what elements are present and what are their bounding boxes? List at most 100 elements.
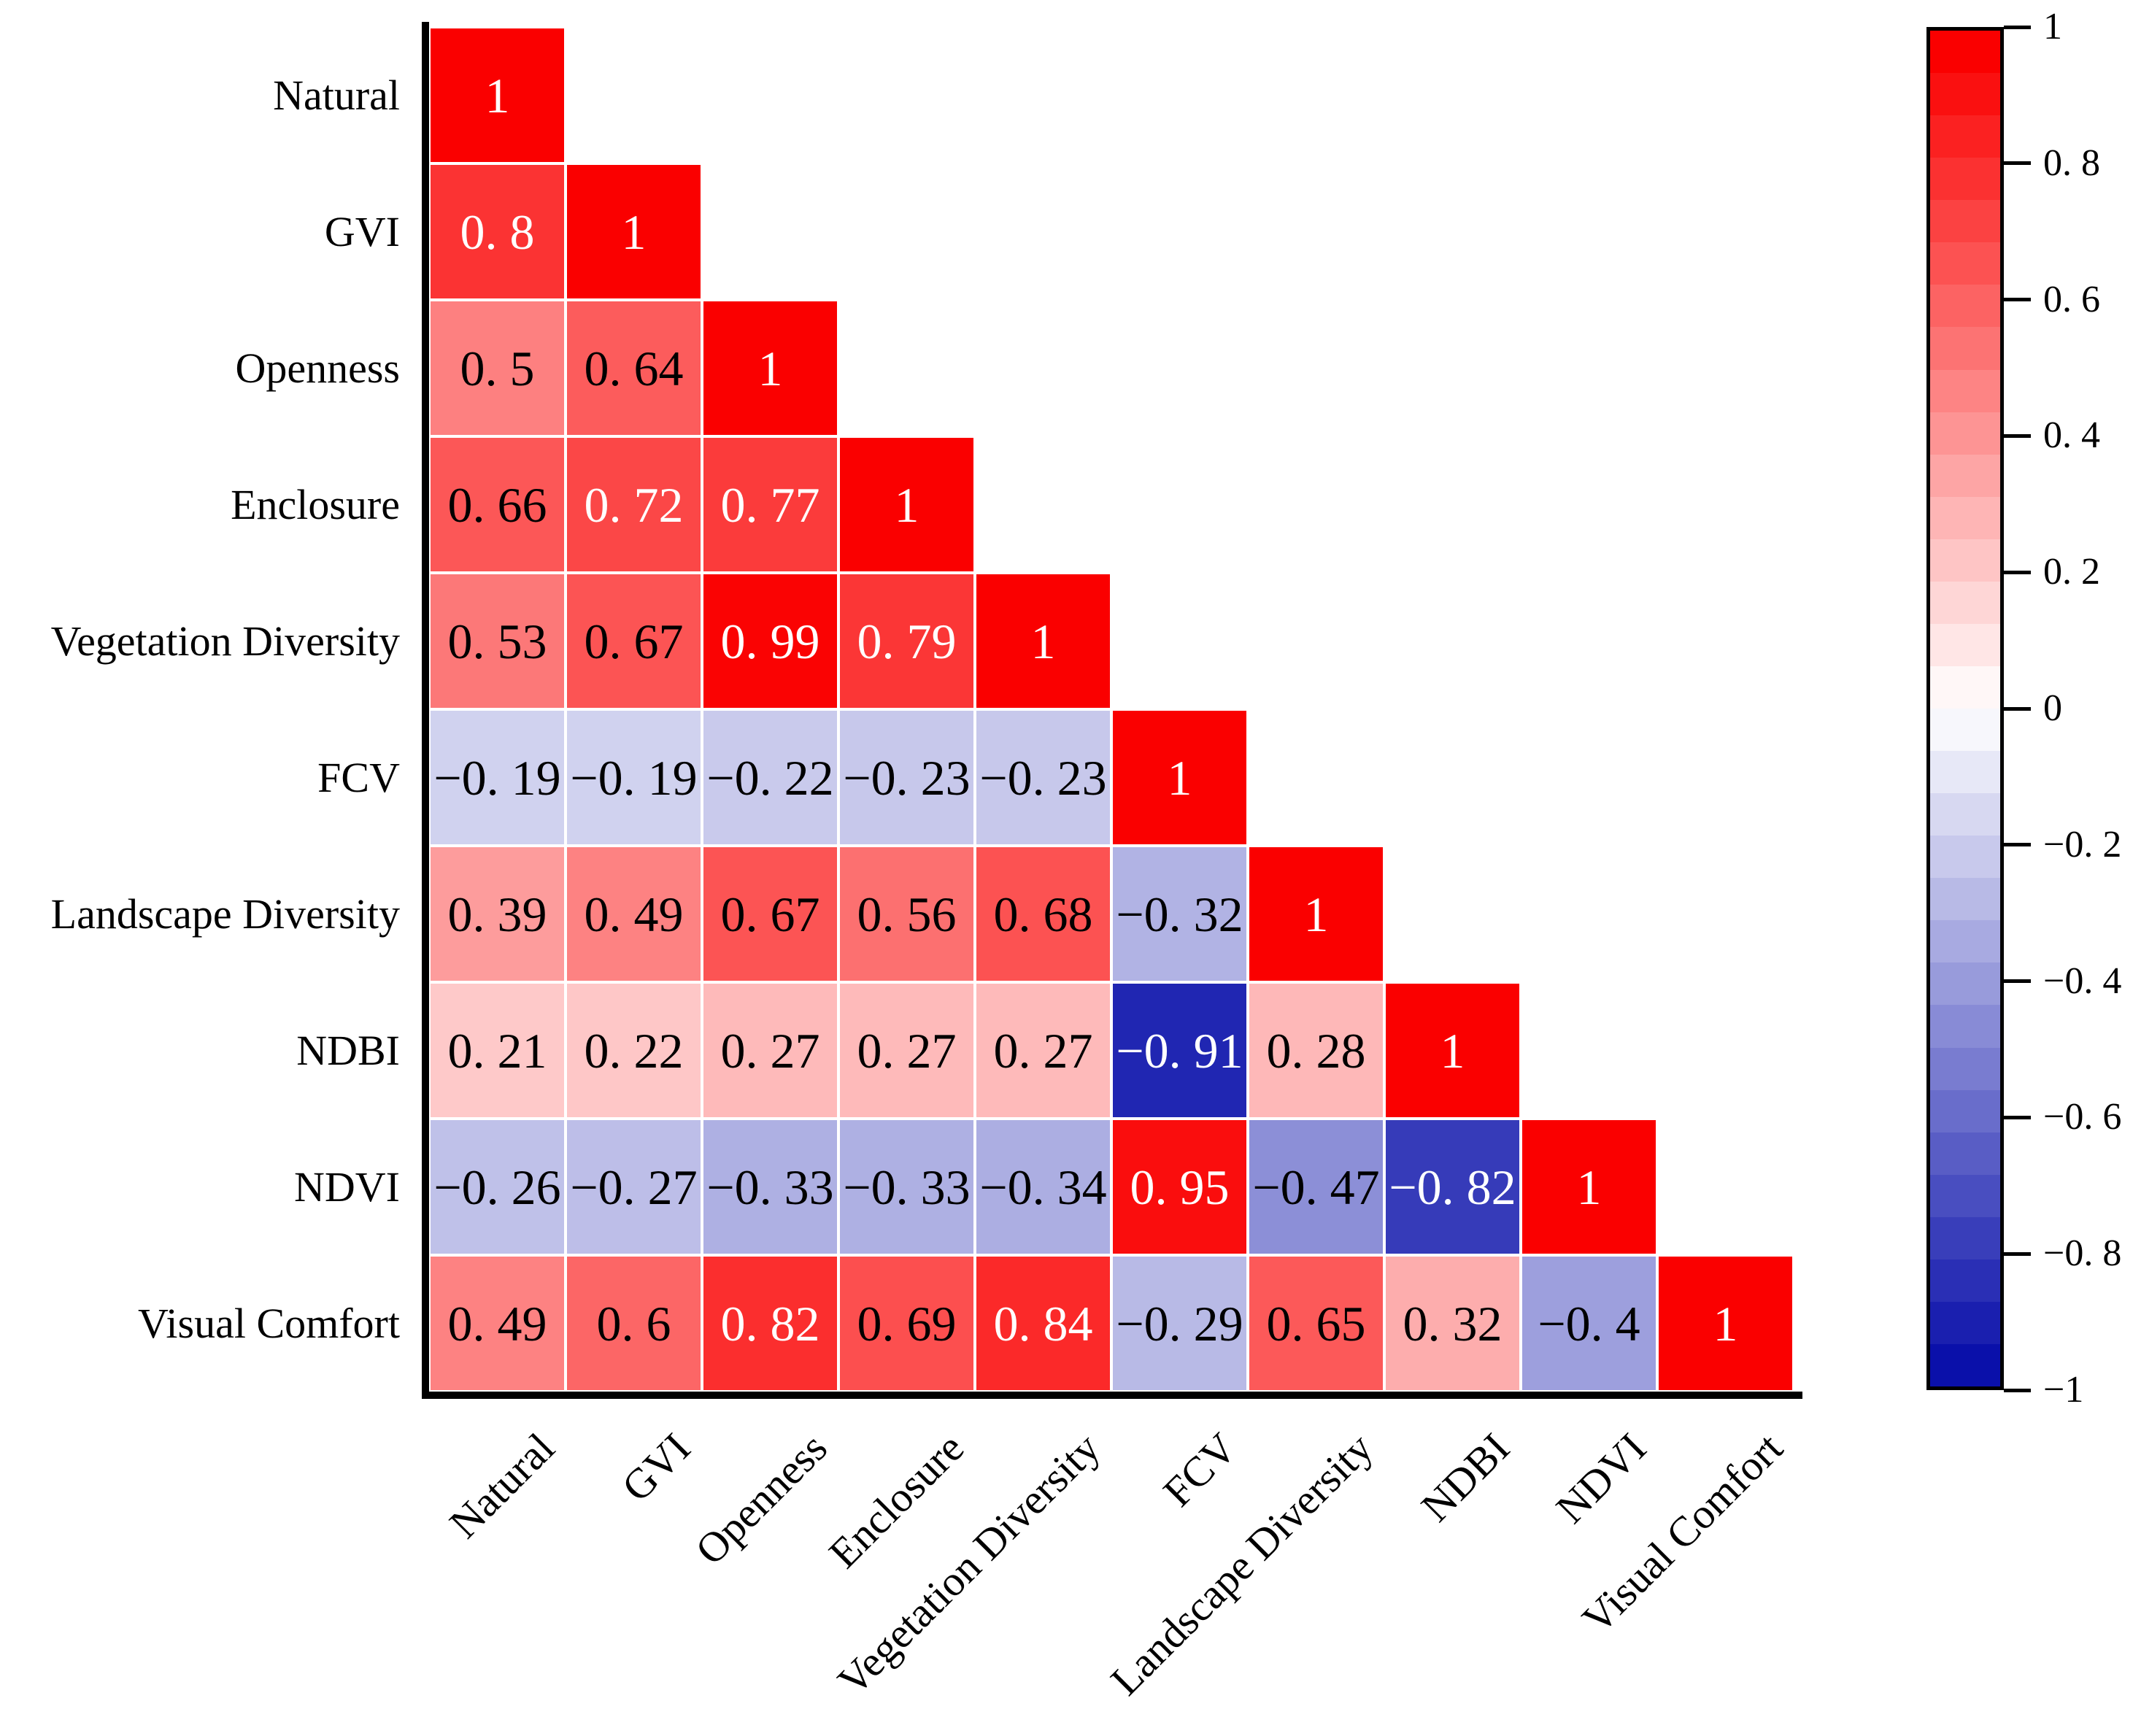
colorbar-band bbox=[1930, 581, 2000, 624]
matrix-cell: −0. 4 bbox=[1521, 1255, 1657, 1392]
matrix-cell: 0. 99 bbox=[702, 573, 838, 709]
matrix-cell: 0. 21 bbox=[429, 982, 566, 1119]
colorbar-band bbox=[1930, 836, 2000, 879]
colorbar-tick-label: 0. 6 bbox=[2043, 278, 2100, 320]
column-label: GVI bbox=[612, 1424, 700, 1511]
colorbar-band bbox=[1930, 1047, 2000, 1090]
matrix-cell: −0. 19 bbox=[429, 709, 566, 846]
colorbar-band bbox=[1930, 158, 2000, 201]
colorbar-band bbox=[1930, 1089, 2000, 1133]
colorbar-tick-label: 0. 8 bbox=[2043, 142, 2100, 184]
row-label: NDVI bbox=[294, 1162, 400, 1211]
colorbar-band bbox=[1930, 1343, 2000, 1386]
colorbar-band bbox=[1930, 369, 2000, 412]
colorbar-tick-label: −0. 2 bbox=[2043, 823, 2122, 865]
colorbar-tick bbox=[2004, 843, 2031, 847]
matrix-cell: 1 bbox=[1248, 846, 1384, 982]
matrix-cell: 0. 95 bbox=[1111, 1119, 1248, 1255]
matrix-cell: 0. 67 bbox=[566, 573, 702, 709]
colorbar-tick bbox=[2004, 433, 2031, 438]
colorbar-tick bbox=[2004, 298, 2031, 302]
colorbar-band bbox=[1930, 1301, 2000, 1344]
matrix-cell: −0. 22 bbox=[702, 709, 838, 846]
column-label: NDBI bbox=[1411, 1424, 1519, 1531]
matrix-cell: 0. 53 bbox=[429, 573, 566, 709]
row-label: Landscape Diversity bbox=[50, 890, 400, 938]
colorbar-tick-label: 1 bbox=[2043, 6, 2062, 47]
matrix-cell: 0. 68 bbox=[975, 846, 1111, 982]
matrix-cell: 0. 6 bbox=[566, 1255, 702, 1392]
matrix-cell: 1 bbox=[1657, 1255, 1794, 1392]
matrix-cell: 0. 28 bbox=[1248, 982, 1384, 1119]
column-label: Openness bbox=[686, 1424, 836, 1574]
matrix-cell: 0. 65 bbox=[1248, 1255, 1384, 1392]
colorbar-band bbox=[1930, 1132, 2000, 1175]
matrix-cell: 0. 72 bbox=[566, 436, 702, 573]
matrix-cell: −0. 23 bbox=[975, 709, 1111, 846]
matrix-cell: 1 bbox=[1111, 709, 1248, 846]
row-label: NDBI bbox=[296, 1026, 400, 1074]
colorbar-band bbox=[1930, 73, 2000, 116]
row-label: Visual Comfort bbox=[138, 1299, 400, 1347]
row-label: Natural bbox=[273, 71, 400, 119]
column-label: NDVI bbox=[1546, 1424, 1655, 1532]
matrix-cell: 1 bbox=[566, 163, 702, 300]
colorbar-tick-label: −1 bbox=[2043, 1369, 2084, 1411]
row-label: FCV bbox=[317, 753, 400, 801]
matrix-cell: 1 bbox=[702, 300, 838, 436]
colorbar-tick-label: 0 bbox=[2043, 687, 2062, 729]
colorbar-band bbox=[1930, 709, 2000, 752]
matrix-cell: −0. 91 bbox=[1111, 982, 1248, 1119]
matrix-cell: 0. 5 bbox=[429, 300, 566, 436]
colorbar-tick-label: 0. 2 bbox=[2043, 551, 2100, 593]
matrix-cell: −0. 29 bbox=[1111, 1255, 1248, 1392]
matrix-cell: 0. 27 bbox=[975, 982, 1111, 1119]
colorbar-band bbox=[1930, 496, 2000, 539]
matrix-cell: 0. 69 bbox=[838, 1255, 975, 1392]
colorbar-band bbox=[1930, 1174, 2000, 1217]
matrix-cell: 0. 49 bbox=[429, 1255, 566, 1392]
row-label: Enclosure bbox=[231, 480, 400, 528]
colorbar-tick-label: −0. 4 bbox=[2043, 960, 2122, 1002]
colorbar-tick-label: −0. 6 bbox=[2043, 1096, 2122, 1138]
matrix-cell: 1 bbox=[975, 573, 1111, 709]
matrix-cell: −0. 26 bbox=[429, 1119, 566, 1255]
matrix-cell: −0. 19 bbox=[566, 709, 702, 846]
colorbar-band bbox=[1930, 412, 2000, 455]
matrix-cell: −0. 33 bbox=[838, 1119, 975, 1255]
colorbar-tick bbox=[2004, 979, 2031, 984]
colorbar-band bbox=[1930, 1216, 2000, 1259]
matrix-cell: −0. 33 bbox=[702, 1119, 838, 1255]
matrix-cell: 1 bbox=[429, 27, 566, 163]
matrix-cell: 0. 27 bbox=[702, 982, 838, 1119]
column-label: Landscape Diversity bbox=[1101, 1424, 1382, 1705]
colorbar-band bbox=[1930, 666, 2000, 709]
matrix-cell: −0. 32 bbox=[1111, 846, 1248, 982]
colorbar-band bbox=[1930, 920, 2000, 963]
colorbar-band bbox=[1930, 327, 2000, 370]
matrix-cell: 0. 56 bbox=[838, 846, 975, 982]
row-label: Openness bbox=[235, 344, 400, 392]
colorbar-tick bbox=[2004, 25, 2031, 29]
colorbar-band bbox=[1930, 115, 2000, 158]
colorbar-band bbox=[1930, 454, 2000, 497]
colorbar-band bbox=[1930, 285, 2000, 328]
colorbar-tick bbox=[2004, 161, 2031, 166]
matrix-cell: −0. 34 bbox=[975, 1119, 1111, 1255]
colorbar-tick-label: 0. 4 bbox=[2043, 414, 2100, 457]
colorbar-band bbox=[1930, 793, 2000, 836]
column-label: Vegetation Diversity bbox=[828, 1424, 1109, 1705]
colorbar-band bbox=[1930, 242, 2000, 285]
row-label: GVI bbox=[324, 207, 400, 255]
colorbar-tick bbox=[2004, 1251, 2031, 1256]
matrix-cell: 0. 66 bbox=[429, 436, 566, 573]
x-axis-line bbox=[422, 1392, 1802, 1399]
colorbar-band bbox=[1930, 1005, 2000, 1048]
colorbar-band bbox=[1930, 878, 2000, 921]
matrix-cell: 0. 22 bbox=[566, 982, 702, 1119]
y-axis-line bbox=[422, 22, 429, 1399]
matrix-cell: 0. 77 bbox=[702, 436, 838, 573]
colorbar-band bbox=[1930, 539, 2000, 582]
colorbar-band bbox=[1930, 962, 2000, 1006]
